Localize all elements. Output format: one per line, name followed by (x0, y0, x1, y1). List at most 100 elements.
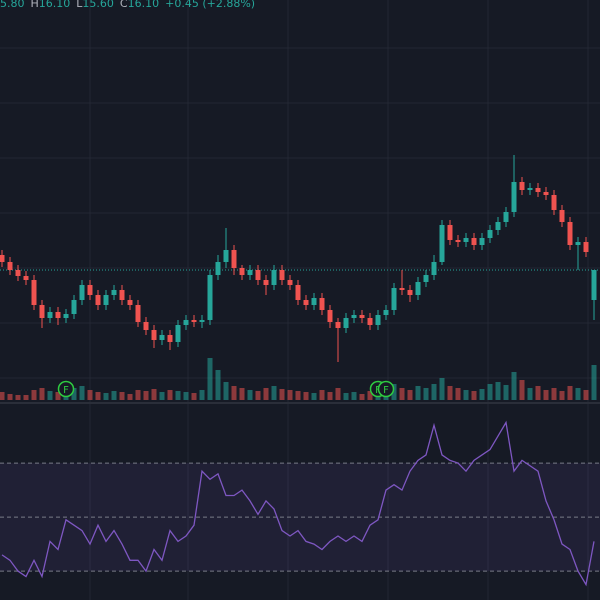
volume-bar (199, 390, 205, 400)
volume-bar (183, 392, 189, 400)
event-marker: F (377, 380, 395, 398)
volume-bar (527, 388, 533, 400)
volume-bar (79, 386, 85, 400)
volume-bar (279, 389, 285, 400)
candle-body (63, 314, 69, 318)
volume-bar (263, 388, 269, 400)
candle-body (231, 250, 237, 268)
candle-body (39, 305, 45, 318)
volume-bar (567, 386, 573, 400)
candle-body (295, 285, 301, 300)
candle-body (495, 222, 501, 230)
candle-body (591, 270, 597, 300)
volume-bar (367, 391, 373, 400)
candle-body (55, 312, 61, 318)
volume-bar (559, 391, 565, 400)
header-value: 15.60 (82, 0, 114, 10)
candle-body (503, 212, 509, 222)
volume-bar (127, 394, 133, 400)
volume-bar (7, 394, 13, 400)
volume-bar (255, 391, 261, 400)
candle-body (399, 288, 405, 290)
volume-bar (191, 393, 197, 400)
candle-body (367, 318, 373, 325)
volume-bar (343, 393, 349, 400)
candle-body (271, 270, 277, 285)
change-value: +0.45 (+2.88%) (165, 0, 256, 10)
volume-bar (207, 358, 213, 400)
volume-bar (239, 388, 245, 400)
volume-bar (551, 388, 557, 400)
volume-bar (479, 389, 485, 400)
volume-bar (47, 391, 53, 400)
candle-body (199, 320, 205, 322)
candle-body (79, 285, 85, 300)
candle-body (463, 238, 469, 242)
candle-body (567, 222, 573, 245)
candle-body (239, 268, 245, 275)
volume-bar (415, 386, 421, 400)
candle-body (71, 300, 77, 314)
candle-body (487, 230, 493, 238)
volume-bar (335, 388, 341, 400)
candle-body (159, 335, 165, 340)
candle-body (47, 312, 53, 318)
candle-body (135, 305, 141, 322)
volume-bar (295, 391, 301, 400)
candle-body (343, 318, 349, 328)
candle-body (583, 242, 589, 252)
volume-bar (31, 390, 37, 400)
candle-body (303, 300, 309, 305)
volume-bar (71, 388, 77, 400)
ohlc-header: 5.80 H16.10 L15.60 C16.10 +0.45 (+2.88%) (0, 0, 261, 10)
candle-body (103, 295, 109, 305)
volume-bar (39, 388, 45, 400)
candle-body (335, 322, 341, 328)
volume-bar (327, 392, 333, 400)
volume-bar (543, 390, 549, 400)
volume-bar (591, 365, 597, 400)
open-value: 5.80 (0, 0, 25, 10)
candle-body (535, 188, 541, 192)
event-marker: F (57, 380, 75, 398)
volume-bar (319, 390, 325, 400)
volume-bar (511, 372, 517, 400)
volume-bar (159, 392, 165, 400)
candle-body (23, 276, 29, 280)
candle-body (95, 295, 101, 305)
volume-bar (535, 386, 541, 400)
candle-body (119, 290, 125, 300)
volume-bar (55, 392, 61, 400)
volume-bar (351, 392, 357, 400)
volume-bar (95, 392, 101, 400)
candle-body (439, 225, 445, 262)
volume-bar (103, 393, 109, 400)
volume-bar (583, 390, 589, 400)
volume-bar (111, 391, 117, 400)
volume-bar (471, 391, 477, 400)
volume-bar (399, 388, 405, 400)
volume-bar (359, 394, 365, 400)
candle-body (143, 322, 149, 330)
candle-body (183, 320, 189, 325)
volume-bar (391, 384, 397, 400)
candle-body (551, 195, 557, 210)
rsi-line (1, 420, 595, 587)
volume-bar (23, 395, 29, 400)
candle-body (447, 225, 453, 240)
candle-body (175, 325, 181, 342)
candle-body (151, 330, 157, 340)
header-key: H (30, 0, 39, 10)
candle-body (479, 238, 485, 245)
volume-bar (15, 395, 21, 400)
header-value: 16.10 (38, 0, 71, 10)
volume-bar (447, 386, 453, 400)
volume-bar (135, 390, 141, 400)
event-marker-circle (377, 380, 395, 398)
candle-body (383, 310, 389, 315)
candle-body (543, 192, 549, 195)
volume-bar (407, 390, 413, 400)
volume-bar (431, 384, 437, 400)
